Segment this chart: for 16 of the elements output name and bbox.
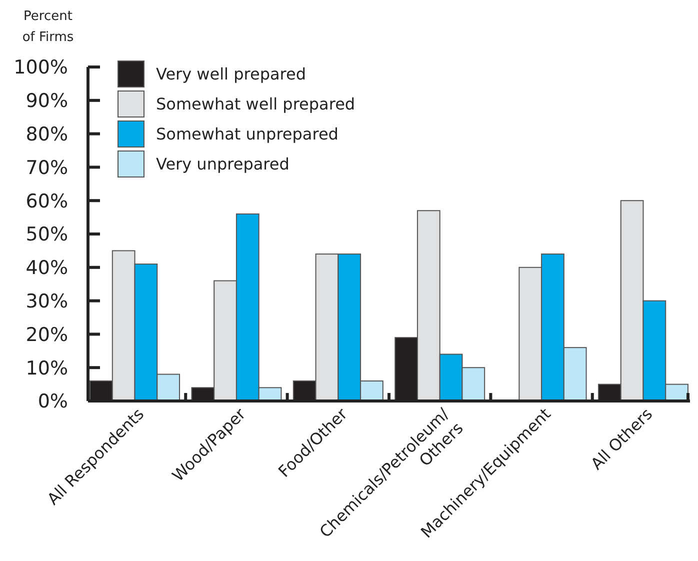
y-tick-label: 50%	[26, 224, 68, 246]
legend-label: Somewhat unprepared	[156, 124, 338, 144]
y-tick-label: 70%	[26, 156, 68, 179]
legend-label: Very unprepared	[156, 154, 290, 174]
legend-label: Somewhat well prepared	[156, 94, 356, 114]
y-tick-label: 100%	[14, 56, 68, 79]
y-tick-label: 90%	[26, 90, 68, 112]
y-tick-label: 10%	[26, 357, 68, 380]
y-tick-label: 0%	[38, 390, 68, 413]
y-tick-label: 20%	[26, 324, 68, 346]
y-tick-label: 60%	[26, 190, 68, 212]
y-tick-label: 80%	[26, 123, 68, 146]
legend-label: Very well prepared	[156, 64, 306, 84]
y-tick-label: 30%	[26, 290, 68, 312]
y-tick-label: 40%	[26, 257, 68, 280]
y-axis-title: Percent of Firms	[22, 9, 74, 45]
